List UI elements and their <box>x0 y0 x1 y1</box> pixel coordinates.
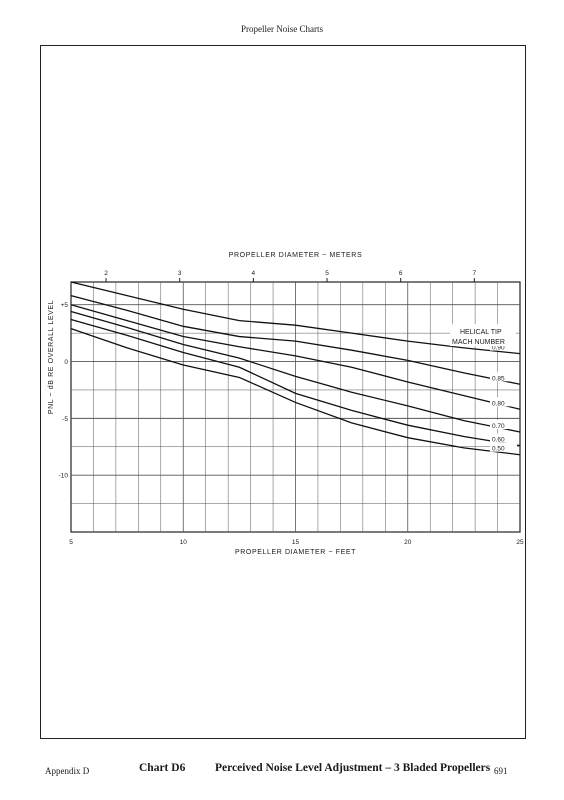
series-label: 0.70 <box>492 423 505 430</box>
x-tick-label: 10 <box>180 539 188 546</box>
y-tick-label: 0 <box>64 359 68 366</box>
x-tick-label: 20 <box>404 539 412 546</box>
series-line-0.60 <box>70 318 521 447</box>
series-label-bg <box>490 433 517 443</box>
x-tick-label: 5 <box>69 539 73 546</box>
page-header: Propeller Noise Charts <box>241 24 323 34</box>
series-label: 0.60 <box>492 437 505 444</box>
labels-layer: HELICAL TIP MACH NUMBER PROPELLER DIAMETER… <box>48 252 516 556</box>
series-line-0.80 <box>70 304 521 410</box>
x2-tick-label: 4 <box>252 270 256 277</box>
series-label: 0.85 <box>492 375 505 382</box>
series-line-0.90 <box>70 281 521 355</box>
legend-title-bg <box>450 324 516 347</box>
chart-caption: Chart D6 Perceived Noise Level Adjustment… <box>139 762 490 774</box>
x2-tick-label: 6 <box>399 270 403 277</box>
series-line-0.85 <box>70 295 521 385</box>
series-line-0.50 <box>70 327 521 456</box>
series-label-bg <box>490 420 517 429</box>
legend-title: MACH NUMBER <box>452 339 505 346</box>
x2-tick-label: 7 <box>473 270 477 277</box>
caption-text: Perceived Noise Level Adjustment – 3 Bla… <box>215 762 491 774</box>
chart-svg: 0.90 0.85 0.80 0.70 0.60 0.50 5 10 15 20 25 2 3 4 5 6 7… <box>48 252 524 556</box>
grid-layer <box>70 281 521 533</box>
x-tick-label: 25 <box>516 539 524 546</box>
x-tick-label: 15 <box>292 539 300 546</box>
footer-page-number: 691 <box>494 766 508 776</box>
y-tick-label: +5 <box>61 302 69 309</box>
series-label: 0.50 <box>492 446 505 453</box>
x2-axis-label: PROPELLER DIAMETER ~ METERS <box>229 252 362 259</box>
y-tick-label: -10 <box>59 473 69 480</box>
series-label: 0.90 <box>492 345 505 352</box>
chart-frame: 0.90 0.85 0.80 0.70 0.60 0.50 5 10 15 20 25 2 3 4 5 6 7… <box>40 45 526 774</box>
x2-tick-label: 3 <box>178 270 182 277</box>
series-label-bg <box>490 372 517 382</box>
series-label-bg <box>490 397 517 407</box>
legend-title: HELICAL TIP <box>460 329 502 336</box>
series-line-0.70 <box>70 310 521 433</box>
series-label-bg <box>490 442 517 452</box>
y-axis-label: PNL ~ dB RE OVERALL LEVEL <box>48 300 55 414</box>
x2-tick-label: 5 <box>325 270 329 277</box>
x2-tick-label: 2 <box>104 270 108 277</box>
footer-appendix: Appendix D <box>45 766 90 776</box>
x-axis-label: PROPELLER DIAMETER ~ FEET <box>235 549 356 556</box>
caption-id: Chart D6 <box>139 762 186 774</box>
ticks-layer: 5 10 15 20 25 2 3 4 5 6 7 +5 0 -5 -10 <box>59 270 524 546</box>
series-label: 0.80 <box>492 400 505 407</box>
y-tick-label: -5 <box>62 416 68 423</box>
